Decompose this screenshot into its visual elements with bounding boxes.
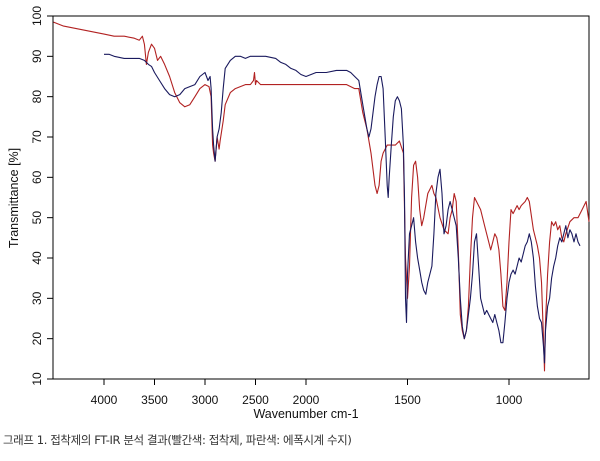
x-tick-label: 3000: [192, 393, 219, 407]
x-tick-label: 2500: [242, 393, 269, 407]
y-tick-label: 80: [30, 90, 44, 104]
figure-caption: 그래프 1. 접착제의 FT-IR 분석 결과(빨간색: 접착제, 파란색: 에…: [3, 433, 352, 447]
series-blue-epoxy: [104, 53, 581, 364]
y-tick-label: 70: [30, 130, 44, 144]
x-tick-label: 1500: [394, 393, 421, 407]
series-layer: [53, 21, 590, 372]
y-axis: 10 20 30 40 50 60 70 80 90 100: [30, 6, 53, 386]
x-axis-title: Wavenumber cm-1: [253, 407, 358, 421]
x-tick-label: 3500: [141, 393, 168, 407]
x-tick-label: 4000: [91, 393, 118, 407]
plot-frame: [52, 15, 590, 380]
y-tick-label: 30: [30, 291, 44, 305]
y-tick-label: 10: [30, 372, 44, 386]
y-tick-label: 50: [30, 211, 44, 225]
y-tick-label: 40: [30, 251, 44, 265]
series-red-adhesive: [53, 21, 590, 372]
y-tick-label: 90: [30, 49, 44, 63]
y-tick-label: 60: [30, 170, 44, 184]
y-axis-title: Transmittance [%]: [7, 148, 21, 248]
x-tick-label: 1000: [496, 393, 523, 407]
x-tick-label: 2000: [293, 393, 320, 407]
y-tick-label: 20: [30, 332, 44, 346]
x-axis: 4000 3500 3000 2500 2000 1500 1000: [91, 379, 523, 407]
y-tick-label: 100: [30, 6, 44, 26]
